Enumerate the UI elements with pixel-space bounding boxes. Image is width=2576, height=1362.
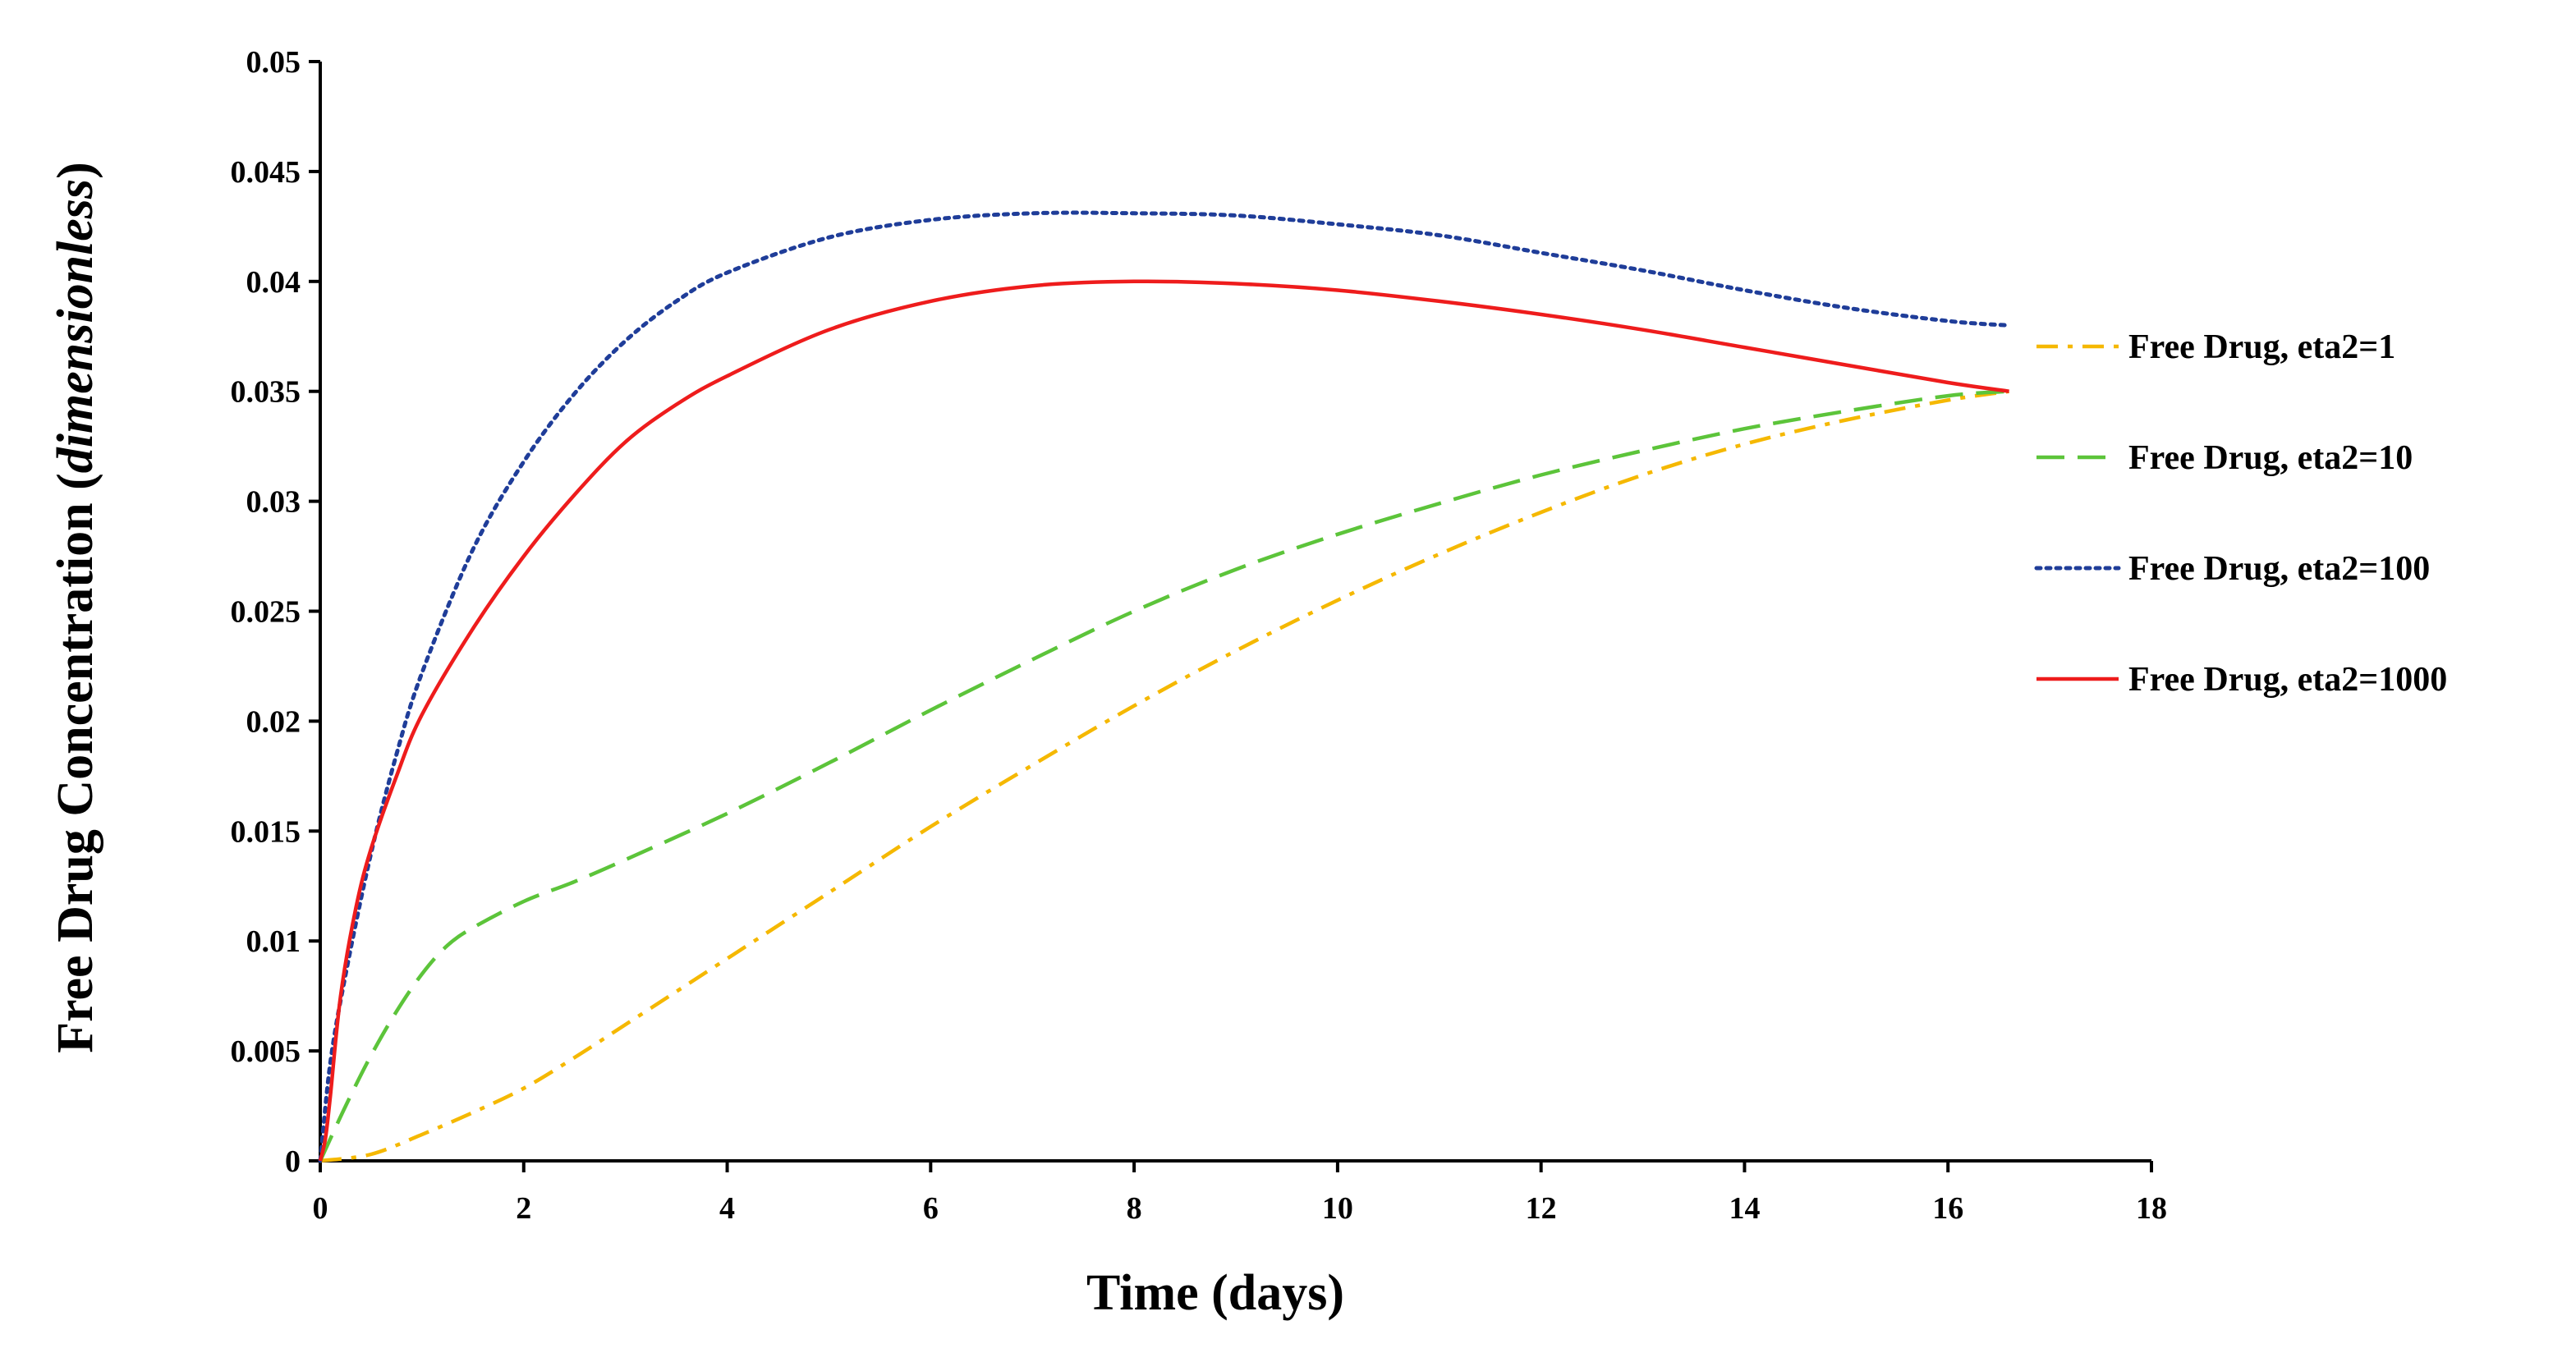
x-tick-label: 8 xyxy=(1127,1191,1142,1226)
y-tick-label: 0.01 xyxy=(246,924,301,959)
series-line-2 xyxy=(318,389,2009,1162)
y-tick-label: 0.02 xyxy=(246,704,301,739)
series-lines xyxy=(318,210,2012,1163)
axes: 0 0.005 0.01 0.015 0.02 0.025 0.03 0.035 0.04 0.0… xyxy=(231,45,2168,1226)
y-tick-label: 0.015 xyxy=(231,814,301,849)
y-tick-label: 0.005 xyxy=(231,1034,301,1069)
y-axis-title-main: Free Drug Concentration ( xyxy=(48,473,103,1053)
series-line-4 xyxy=(318,279,2009,1162)
y-tick-label: 0.035 xyxy=(231,375,301,410)
legend-label-3: Free Drug, eta2=100 xyxy=(2128,550,2430,588)
x-tick-label: 6 xyxy=(923,1191,939,1226)
y-tick-label: 0 xyxy=(285,1144,301,1179)
x-tick-label: 16 xyxy=(1932,1191,1963,1226)
y-tick-label: 0.05 xyxy=(246,45,301,80)
x-tick-label: 4 xyxy=(719,1191,735,1226)
y-tick-label: 0.04 xyxy=(246,265,301,300)
x-axis-title: Time (days) xyxy=(1086,1265,1344,1321)
legend-label-1: Free Drug, eta2=1 xyxy=(2128,328,2395,366)
y-tick-label: 0.045 xyxy=(231,155,301,190)
x-tick-label: 10 xyxy=(1322,1191,1353,1226)
x-tick-label: 2 xyxy=(516,1191,531,1226)
legend-label-2: Free Drug, eta2=10 xyxy=(2128,439,2413,477)
y-tick-label: 0.025 xyxy=(231,595,301,630)
legend: Free Drug, eta2=1 Free Drug, eta2=10 Free … xyxy=(2034,328,2447,699)
y-axis-title-italic: dimensionless xyxy=(48,179,103,473)
x-tick-label: 14 xyxy=(1729,1191,1760,1226)
x-tick-label: 0 xyxy=(313,1191,328,1226)
series-line-3 xyxy=(318,210,2012,1163)
y-tick-label: 0.03 xyxy=(246,485,301,520)
y-axis-title: Free Drug Concentration (dimensionless) xyxy=(48,162,103,1052)
series-line-1 xyxy=(319,389,2009,1163)
x-tick-label: 12 xyxy=(1526,1191,1557,1226)
y-axis-title-close: ) xyxy=(48,162,103,179)
x-tick-label: 18 xyxy=(2136,1191,2167,1226)
legend-label-4: Free Drug, eta2=1000 xyxy=(2128,661,2447,699)
